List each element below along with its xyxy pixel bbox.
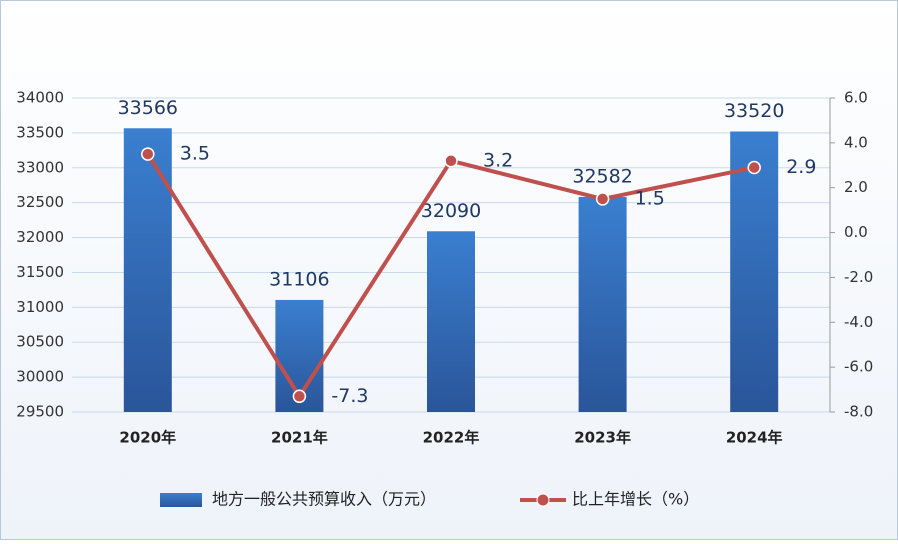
legend-label: 地方一般公共预算收入（万元） xyxy=(212,490,436,509)
line-point xyxy=(444,154,458,168)
line-point xyxy=(595,192,610,206)
x-tick-label: 2022年 xyxy=(423,429,480,447)
line-value-label: 2.9 xyxy=(786,156,816,178)
bar-value-label: 32582 xyxy=(572,165,632,187)
y2-tick-label: -4.0 xyxy=(844,313,873,331)
y2-tick-label: -2.0 xyxy=(844,268,873,286)
line-value-label: 1.5 xyxy=(635,187,665,209)
x-tick-label: 2021年 xyxy=(271,429,328,447)
y-tick-label: 32000 xyxy=(16,228,64,246)
y-tick-label: 31500 xyxy=(16,263,64,281)
y2-tick-label: 2.0 xyxy=(844,178,868,196)
legend-swatch xyxy=(160,493,202,507)
bar-value-label: 31106 xyxy=(269,268,329,290)
line-point xyxy=(292,389,307,404)
y-tick-label: 34000 xyxy=(16,89,64,107)
y-tick-label: 30000 xyxy=(16,368,64,386)
line-value-label: 3.5 xyxy=(180,143,210,165)
y-tick-label: 33000 xyxy=(16,158,64,176)
bar xyxy=(427,231,475,412)
x-tick-label: 2023年 xyxy=(574,429,631,447)
y2-tick-label: -6.0 xyxy=(844,358,873,376)
bar-value-label: 33566 xyxy=(118,97,178,119)
y-tick-label: 32500 xyxy=(16,193,64,211)
legend-label: 比上年增长（%） xyxy=(572,490,699,509)
y2-tick-label: 0.0 xyxy=(844,223,868,241)
y2-tick-label: 4.0 xyxy=(844,133,868,151)
bar xyxy=(730,131,779,412)
x-tick-label: 2024年 xyxy=(726,429,783,447)
x-tick-label: 2020年 xyxy=(119,429,176,447)
line-point xyxy=(141,147,155,161)
bar xyxy=(578,196,627,412)
y2-tick-label: 6.0 xyxy=(844,89,868,107)
line-value-label: -7.3 xyxy=(331,385,368,407)
y-tick-label: 33500 xyxy=(16,123,64,141)
legend-marker xyxy=(536,493,550,507)
line-value-label: 3.2 xyxy=(483,149,513,171)
y2-tick-label: -8.0 xyxy=(844,403,873,421)
bar xyxy=(123,128,172,412)
y-tick-label: 29500 xyxy=(16,403,64,421)
bar-value-label: 33520 xyxy=(724,100,784,122)
bar-value-label: 32090 xyxy=(421,200,481,222)
y-tick-label: 30500 xyxy=(16,333,64,351)
y-tick-label: 31000 xyxy=(16,298,64,316)
line-point xyxy=(747,160,761,175)
